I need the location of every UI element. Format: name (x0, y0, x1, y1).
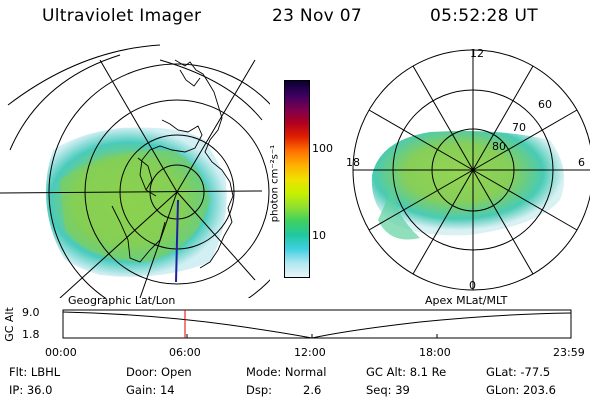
date-label: 23 Nov 07 (272, 6, 362, 26)
magnetic-map (352, 49, 590, 291)
geographic-map (0, 44, 270, 298)
apex-caption: Apex MLat/MLT (425, 294, 508, 307)
coastline (111, 59, 234, 269)
colorbar-tick-10: 10 (312, 229, 326, 242)
orbit-track (175, 199, 179, 283)
colorbar-tick-100: 100 (312, 142, 333, 155)
xtick-1200: 12:00 (294, 346, 326, 359)
mlt-18-label: 18 (346, 156, 360, 169)
status-filter: Flt: LBHL (9, 365, 61, 379)
status-glat: GLat: -77.5 (486, 365, 551, 379)
aurora-image-left (46, 127, 227, 277)
app-title: Ultraviolet Imager (42, 6, 202, 26)
status-dsp: Dsp: (246, 383, 273, 397)
altitude-xticks (186, 334, 438, 338)
mlat-70-label: 70 (512, 121, 526, 134)
map-gridlines (0, 44, 270, 298)
polar-gridlines (352, 49, 590, 291)
xtick-0000: 00:00 (45, 346, 77, 359)
mlat-60-label: 60 (538, 98, 552, 111)
xtick-1800: 18:00 (419, 346, 451, 359)
geographic-caption: Geographic Lat/Lon (68, 294, 176, 307)
colorbar (284, 80, 310, 278)
status-gc-alt: GC Alt: 8.1 Re (366, 365, 447, 379)
altitude-ylabel: GC Alt (2, 307, 16, 342)
xtick-2359: 23:59 (553, 346, 585, 359)
altitude-plot-frame (62, 309, 572, 339)
altitude-plot (62, 309, 572, 339)
status-ip: IP: 36.0 (9, 383, 53, 397)
mlt-6-label: 6 (578, 156, 585, 169)
status-glon: GLon: 203.6 (486, 383, 556, 397)
aurora-image-right (371, 131, 565, 240)
mlat-80-label: 80 (492, 140, 506, 153)
status-gain: Gain: 14 (126, 383, 175, 397)
status-door: Door: Open (126, 365, 192, 379)
status-seq: Seq: 39 (366, 383, 410, 397)
mlt-0-label: 0 (469, 279, 476, 292)
status-mode: Mode: Normal (246, 365, 327, 379)
altitude-ytick-bottom: 1.8 (22, 328, 40, 341)
status-dsp-value: 2.6 (303, 383, 322, 397)
xtick-0600: 06:00 (169, 346, 201, 359)
altitude-ytick-top: 9.0 (22, 306, 40, 319)
mlt-12-label: 12 (470, 47, 484, 60)
colorbar-unit-label: photon cm⁻²s⁻¹ (269, 144, 281, 223)
altitude-curve (62, 311, 572, 339)
time-label: 05:52:28 UT (430, 6, 538, 26)
